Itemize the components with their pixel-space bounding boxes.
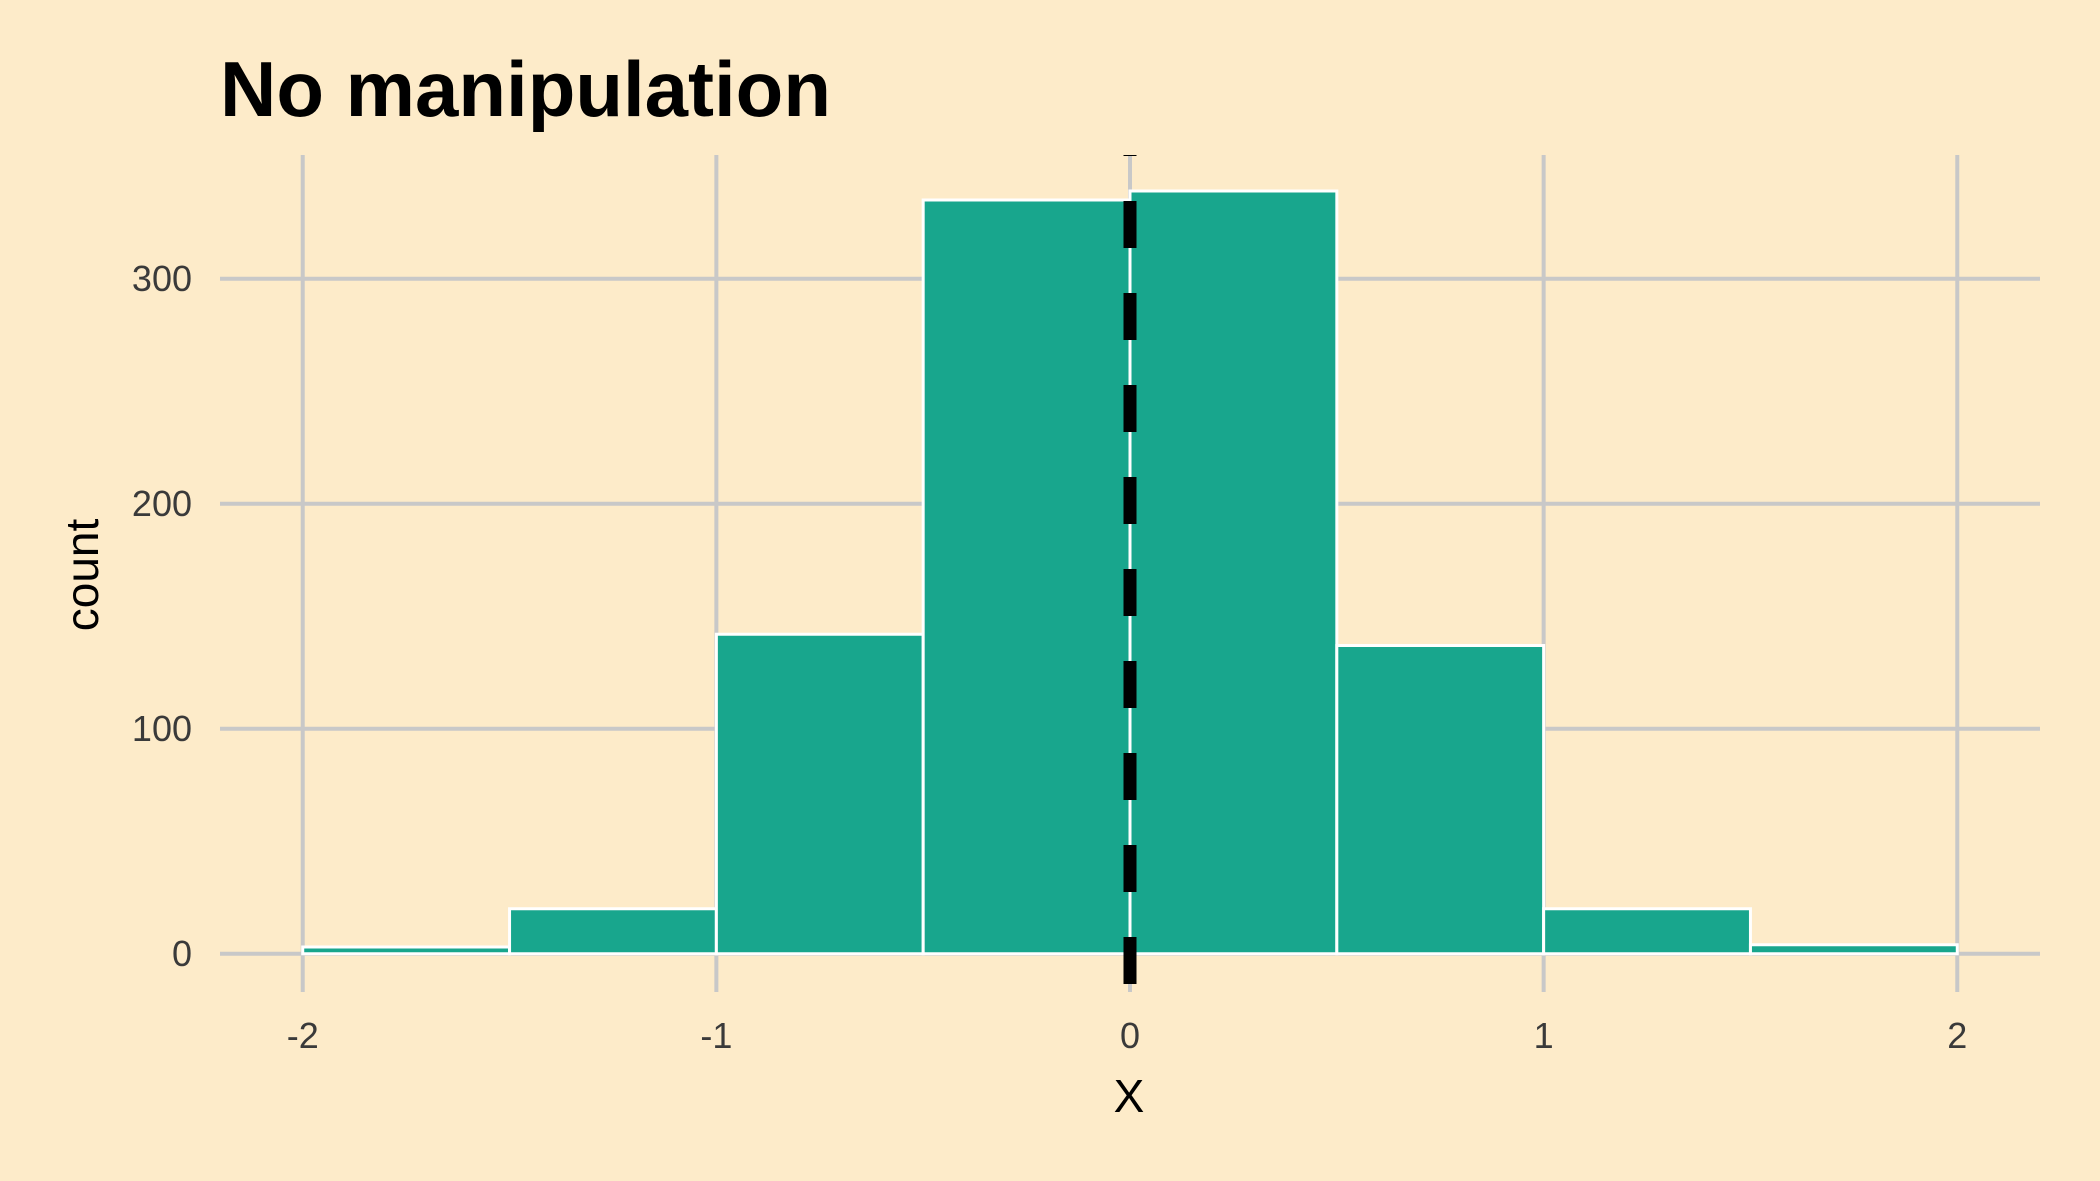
x-axis-title: X	[1114, 1070, 1145, 1122]
y-tick-label-1: 100	[132, 708, 192, 749]
y-axis-ticks: 0 100 200 300	[132, 258, 192, 974]
x-tick-label-4: 2	[1947, 1015, 1967, 1056]
histogram-bar-4	[1128, 189, 1339, 956]
y-tick-label-3: 300	[132, 258, 192, 299]
histogram-bar-2	[714, 632, 925, 956]
histogram-bar-7	[1748, 943, 1959, 956]
histogram-bar-5	[1335, 644, 1546, 956]
x-tick-label-1: -1	[700, 1015, 732, 1056]
y-axis-title: count	[56, 519, 108, 632]
x-axis-ticks: -2 -1 0 1 2	[287, 1015, 1968, 1056]
y-tick-label-2: 200	[132, 483, 192, 524]
x-tick-label-2: 0	[1120, 1015, 1140, 1056]
chart-title: No manipulation	[220, 45, 831, 133]
histogram-bar-0	[301, 945, 512, 956]
x-tick-label-3: 1	[1534, 1015, 1554, 1056]
histogram-bar-6	[1542, 907, 1752, 956]
y-tick-label-0: 0	[172, 933, 192, 974]
x-tick-label-0: -2	[287, 1015, 319, 1056]
histogram-bar-1	[508, 907, 718, 956]
histogram-bars	[301, 189, 1959, 956]
histogram-bar-3	[921, 198, 1132, 956]
